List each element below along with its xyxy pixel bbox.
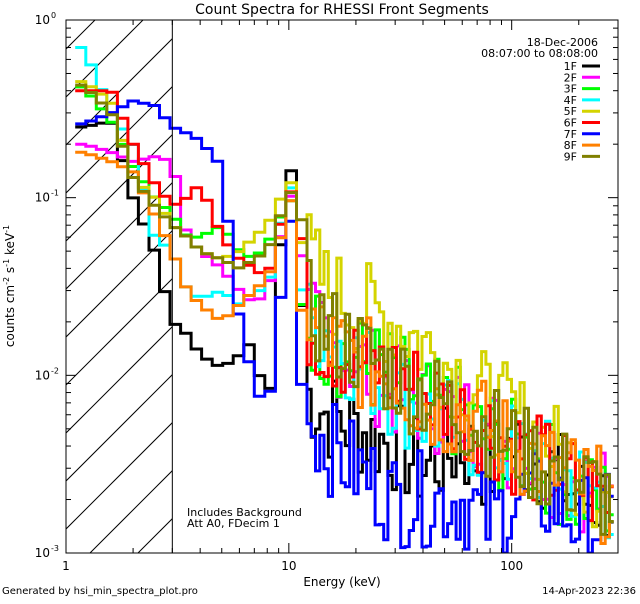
annotation-attenuator: Att A0, FDecim 1 — [187, 517, 280, 530]
legend-label-8F: 8F — [564, 139, 577, 152]
hatch-lines — [66, 0, 640, 553]
hatch-line — [66, 373, 173, 482]
x-axis-label: Energy (keV) — [303, 575, 380, 589]
legend-label-2F: 2F — [564, 71, 577, 84]
y-label-base: counts cm — [3, 285, 17, 347]
x-tick-label: 10 — [281, 559, 296, 573]
y-tick-exponent: 0 — [51, 11, 56, 20]
legend-label-5F: 5F — [564, 105, 577, 118]
legend-label-4F: 4F — [564, 94, 577, 107]
annotation-background: Includes Background — [187, 506, 302, 519]
y-label-exp1: -2 — [2, 277, 11, 285]
plot-frame — [65, 19, 619, 554]
legend-label-7F: 7F — [564, 128, 577, 141]
y-label-exp3: -1 — [2, 225, 11, 233]
hatch-line — [66, 421, 173, 530]
series-6F — [75, 89, 614, 523]
series-9F — [75, 83, 614, 536]
y-tick-exponent: -1 — [51, 189, 59, 198]
y-label-mid: s — [3, 267, 17, 277]
y-tick-label: 10 — [35, 191, 50, 205]
y-tick-exponent: -3 — [51, 544, 59, 553]
series-5F — [75, 80, 614, 529]
series-7F — [75, 99, 614, 553]
hatch-line — [618, 0, 640, 553]
hatch-line — [66, 85, 173, 194]
hatch-line — [66, 37, 173, 146]
hatch-line — [66, 133, 173, 242]
attenuator-hatch-region — [66, 0, 640, 553]
y-label-exp2: -1 — [2, 259, 11, 267]
chart-title: Count Spectra for RHESSI Front Segments — [195, 2, 489, 18]
legend-label-1F: 1F — [564, 60, 577, 73]
hatch-line — [66, 181, 173, 290]
legend-label-9F: 9F — [564, 150, 577, 163]
footer-timestamp: 14-Apr-2023 22:36 — [542, 586, 636, 597]
y-axis-label: counts cm-2 s-1 keV-1 — [2, 225, 17, 347]
hatch-line — [66, 229, 173, 338]
x-tick-label: 100 — [500, 559, 523, 573]
legend-label-3F: 3F — [564, 83, 577, 96]
legend-label-6F: 6F — [564, 117, 577, 130]
y-tick-label: 10 — [35, 368, 50, 382]
x-tick-label: 1 — [62, 559, 70, 573]
date-label: 18-Dec-2006 — [527, 36, 598, 49]
y-tick-label: 10 — [35, 546, 50, 560]
y-tick-label: 10 — [35, 13, 50, 27]
y-tick-exponent: -2 — [51, 366, 59, 375]
series-layer — [75, 46, 614, 553]
time-range-label: 08:07:00 to 08:08:00 — [481, 47, 598, 60]
footer-generated-by: Generated by hsi_min_spectra_plot.pro — [2, 586, 198, 597]
hatch-line — [66, 20, 144, 98]
y-label-end: keV — [3, 232, 17, 259]
